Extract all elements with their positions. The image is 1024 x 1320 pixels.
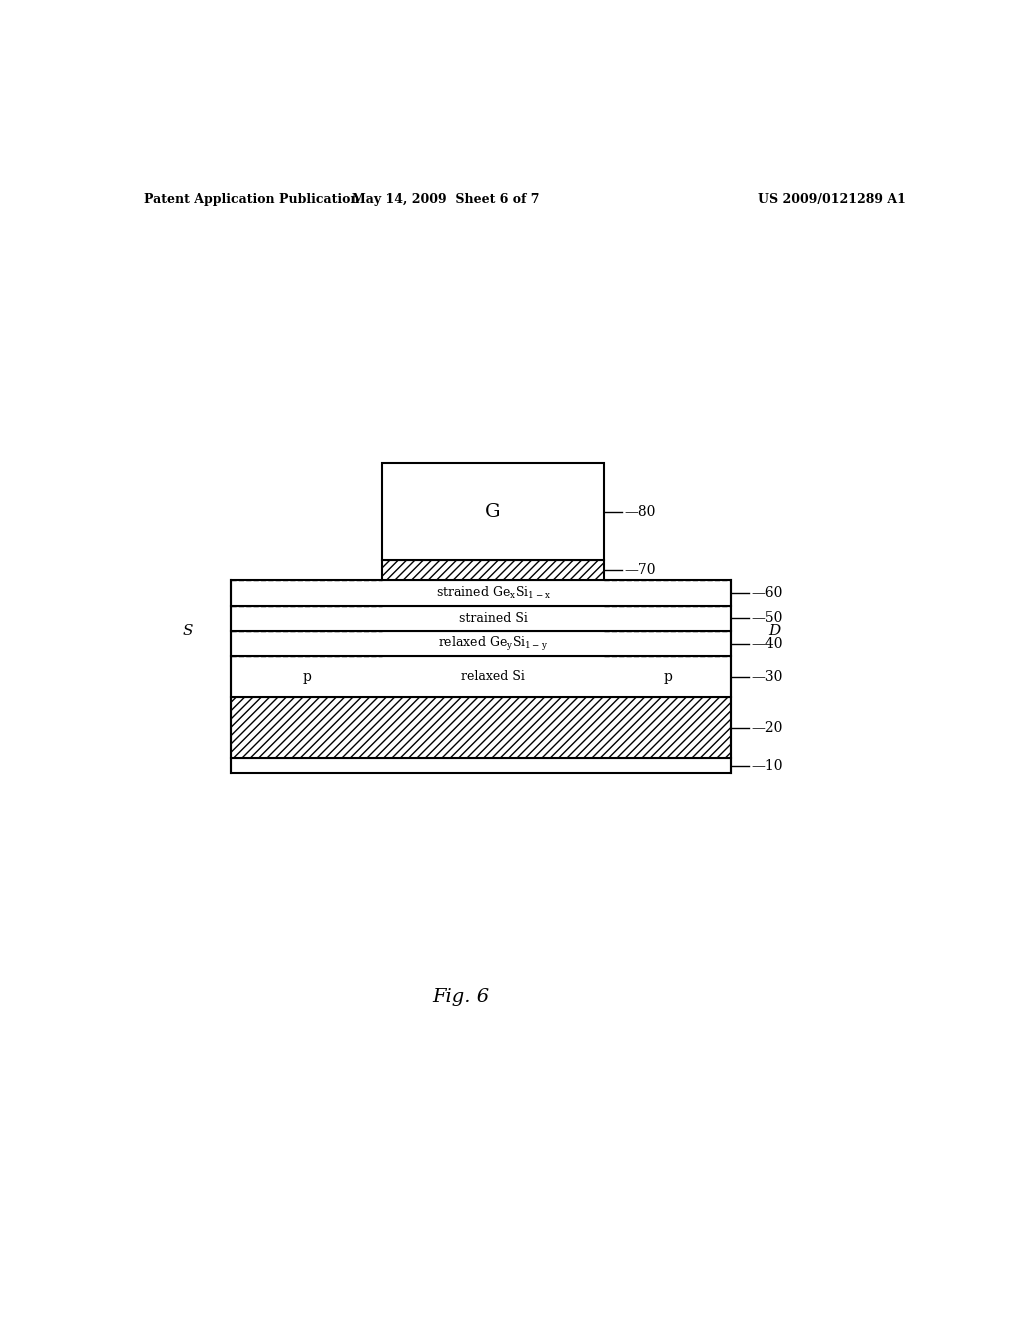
Bar bbox=[231, 697, 731, 758]
Text: G: G bbox=[485, 503, 501, 520]
Bar bbox=[231, 758, 731, 774]
Text: strained $\mathregular{Ge_xSi_{1-x}}$: strained $\mathregular{Ge_xSi_{1-x}}$ bbox=[435, 585, 551, 601]
Text: p: p bbox=[664, 669, 672, 684]
Text: D: D bbox=[769, 624, 781, 638]
Bar bbox=[382, 560, 604, 581]
Text: May 14, 2009  Sheet 6 of 7: May 14, 2009 Sheet 6 of 7 bbox=[351, 193, 540, 206]
Text: —10: —10 bbox=[752, 759, 783, 772]
Text: strained Si: strained Si bbox=[459, 612, 527, 624]
Text: —30: —30 bbox=[752, 669, 783, 684]
Text: S: S bbox=[182, 624, 193, 638]
Text: US 2009/0121289 A1: US 2009/0121289 A1 bbox=[758, 193, 905, 206]
Text: relaxed $\mathregular{Ge_ySi_{1-y}}$: relaxed $\mathregular{Ge_ySi_{1-y}}$ bbox=[438, 635, 548, 652]
Text: —80: —80 bbox=[625, 504, 656, 519]
Text: —20: —20 bbox=[752, 721, 783, 735]
Text: —40: —40 bbox=[752, 636, 783, 651]
Bar bbox=[231, 606, 731, 631]
Text: relaxed Si: relaxed Si bbox=[461, 671, 525, 684]
Text: Fig. 6: Fig. 6 bbox=[433, 987, 489, 1006]
Text: Patent Application Publication: Patent Application Publication bbox=[143, 193, 359, 206]
Bar bbox=[382, 463, 604, 560]
Text: —50: —50 bbox=[752, 611, 783, 626]
Text: —70: —70 bbox=[625, 564, 656, 577]
Bar bbox=[231, 656, 731, 697]
Bar bbox=[231, 581, 731, 606]
Text: p: p bbox=[302, 669, 311, 684]
Bar bbox=[231, 631, 731, 656]
Text: —60: —60 bbox=[752, 586, 783, 599]
